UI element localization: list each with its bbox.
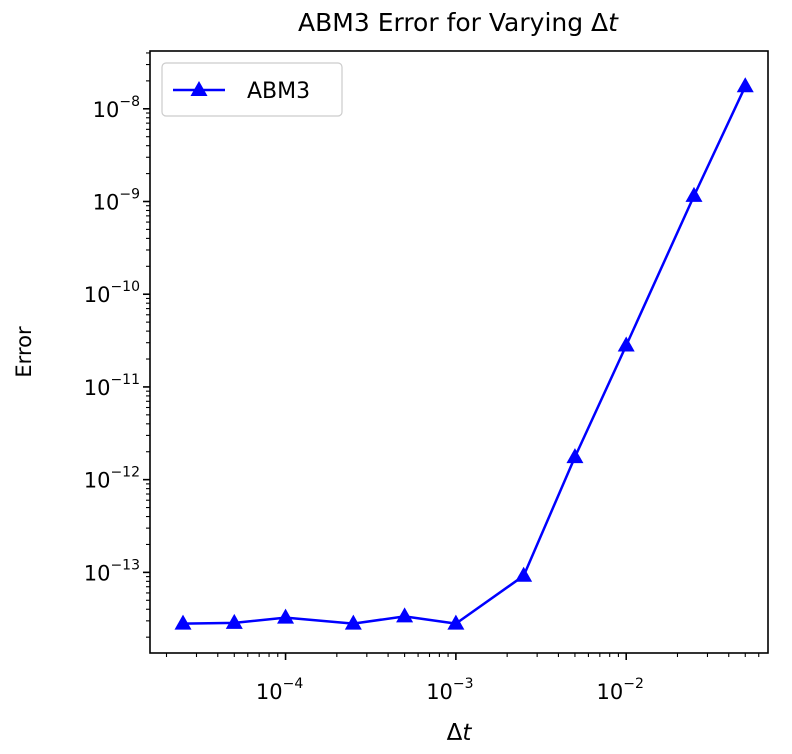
legend-triangle-marker <box>190 81 208 96</box>
y-tick-label-base: 10 <box>93 98 120 122</box>
data-point-marker <box>174 614 192 630</box>
y-tick-label-exponent: −8 <box>119 94 140 110</box>
y-tick-label-base: 10 <box>84 561 111 585</box>
y-tick-label: 10−9 <box>93 187 140 215</box>
series-layer <box>174 77 754 630</box>
y-tick-label-exponent: −11 <box>110 372 140 388</box>
data-point-marker <box>515 566 533 582</box>
y-axis-label: Error <box>12 326 36 378</box>
y-tick-label-exponent: −13 <box>110 557 140 573</box>
x-tick-label: 10−4 <box>256 676 303 704</box>
x-axis-ticks: 10−4 10−3 10−2 <box>165 653 760 704</box>
y-tick-label: 10−8 <box>93 94 140 122</box>
data-point-marker <box>566 448 584 464</box>
y-tick-label-base: 10 <box>93 191 120 215</box>
data-point-marker <box>736 77 754 93</box>
x-tick-label-exponent: −2 <box>623 676 644 692</box>
x-axis-label-text: Δ <box>447 720 463 746</box>
legend-label-abm3: ABM3 <box>247 79 310 104</box>
y-tick-label-exponent: −9 <box>119 187 140 203</box>
x-tick-label-exponent: −4 <box>283 676 304 692</box>
x-tick-label-base: 10 <box>256 680 283 704</box>
y-tick-label-exponent: −12 <box>110 465 140 481</box>
y-tick-label-exponent: −10 <box>110 279 140 295</box>
y-tick-label-base: 10 <box>84 283 111 307</box>
x-tick-label-base: 10 <box>597 680 624 704</box>
y-tick-label-base: 10 <box>84 469 111 493</box>
legend-box <box>161 62 343 117</box>
x-tick-label-exponent: −3 <box>453 676 474 692</box>
data-point-marker <box>617 336 635 352</box>
x-tick-label: 10−3 <box>426 676 473 704</box>
y-tick-label-base: 10 <box>84 376 111 400</box>
x-tick-label-base: 10 <box>426 680 453 704</box>
data-point-marker <box>277 608 295 624</box>
plot-area-frame <box>149 50 769 654</box>
chart-title: ABM3 Error for Varying Δt <box>298 8 619 37</box>
y-tick-label: 10−10 <box>84 279 140 307</box>
data-point-marker <box>396 607 414 623</box>
legend: ABM3 <box>161 62 343 117</box>
data-point-marker <box>344 614 362 630</box>
data-point-marker <box>685 186 703 202</box>
chart-title-var: t <box>608 8 619 37</box>
y-tick-label: 10−12 <box>84 465 140 493</box>
x-tick-label: 10−2 <box>597 676 644 704</box>
x-axis-label-var: t <box>462 720 472 746</box>
x-axis-label: Δt <box>447 720 473 746</box>
series-line-abm3 <box>182 85 747 625</box>
y-tick-label: 10−13 <box>84 557 140 585</box>
chart-title-text: ABM3 Error for Varying Δ <box>298 8 608 37</box>
data-point-marker <box>225 613 243 629</box>
data-point-marker <box>447 614 465 630</box>
y-tick-label: 10−11 <box>84 372 140 400</box>
